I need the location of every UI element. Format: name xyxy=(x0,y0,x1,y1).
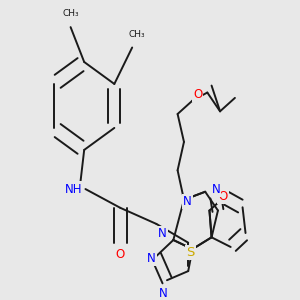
Text: O: O xyxy=(193,88,202,101)
Text: S: S xyxy=(186,246,194,259)
Text: NH: NH xyxy=(65,183,82,196)
Text: O: O xyxy=(116,248,125,261)
Text: CH₃: CH₃ xyxy=(128,30,145,39)
Text: O: O xyxy=(218,190,228,202)
Text: CH₃: CH₃ xyxy=(62,9,79,18)
Text: N: N xyxy=(183,195,192,208)
Text: N: N xyxy=(147,252,156,265)
Text: N: N xyxy=(159,287,168,300)
Text: N: N xyxy=(158,227,167,240)
Text: N: N xyxy=(212,183,220,196)
